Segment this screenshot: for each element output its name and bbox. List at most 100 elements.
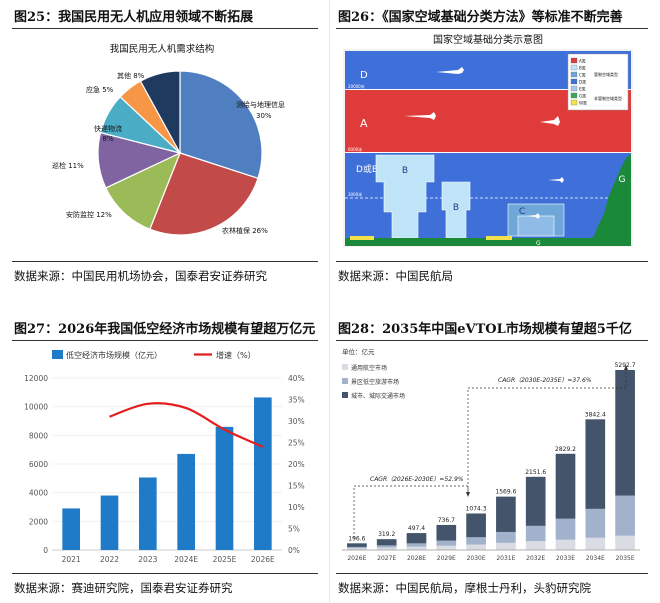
x-tick-label-2: 2023 [138,555,157,564]
legend-label-4: E类 [579,86,586,92]
cagr-1-bracket [353,485,469,538]
w-zone-2 [486,236,512,240]
x-tick-label-0: 2021 [62,555,81,564]
legend-bar-label: 低空经济市场规模（亿元） [66,350,162,360]
evtol-bars: 196.6 319.2 497.4 736.7 1074.3 1569.6 2151.6 28… [347,362,636,550]
y-tick-label-4: 8000 [29,431,48,440]
w-zone-1 [350,236,374,240]
legend-swatch-urban-transport [342,392,348,398]
evtol-bar-2034E-0 [585,537,606,550]
evtol-axis: 2026E 2027E 2028E 2029E 2030E 2031E 2032E 2033E… [342,549,640,562]
figure25-source: 数据来源：中国民用机场协会，国泰君安证券研究 [14,269,267,283]
legend-swatch-tourism [342,378,348,384]
pie-slice-label-6: 其他 8% [117,71,145,80]
pie-slice-label-1: 农林植保 26% [222,226,268,235]
evtol-bar-2027E-1 [376,545,397,548]
airspace-g-terrain [586,154,631,246]
evtol-x-label-6: 2032E [526,555,545,562]
pie-slice-value-0: 30% [256,112,272,120]
evtol-total-2030E: 1074.3 [466,505,487,512]
y-tick-label-6: 12000 [24,374,48,383]
figure27-title: 图27：2026年我国低空经济市场规模有望超万亿元 [14,322,316,337]
legend-label-1: B类 [579,65,586,71]
airspace-diagram-title: 国家空域基础分类示意图 [433,33,543,46]
market-size-chart: 0 2000 4000 6000 8000 10000 12000 0% 5% 10% 15% 20%… [24,350,305,564]
evtol-bar-2032E-0 [525,541,546,550]
y2-tick-label-5: 25% [288,439,305,448]
pie-slice-2 [105,151,182,231]
evtol-total-2033E: 2829.2 [555,446,576,453]
figure28-bottom-rule [336,573,648,574]
x-tick-label-5: 2026E [251,555,275,564]
evtol-bar-2028E-2 [406,533,427,544]
figure25-title: 图25：我国民用无人机应用领域不断拓展 [14,10,254,25]
legend-bar-swatch [52,350,63,359]
legend-label-urban-transport: 城市、城际交通市场 [351,392,405,400]
airliner-icon [436,67,464,74]
evtol-x-label-2: 2028E [407,555,426,562]
cagr-1-arrowhead [466,492,470,497]
figure26-title: 图26：《国家空域基础分类方法》等标准不断完善 [338,10,623,25]
legend-swatch-1 [570,64,578,71]
legend-group-uncontrolled: 非管制空域类型 [594,95,622,101]
pie-slice-label-5: 应急 5% [86,85,114,94]
height-label-3000: 3000米 [348,191,362,197]
evtol-bar-2030E-2 [466,513,486,538]
evtol-total-2026E: 196.6 [348,535,365,542]
bar-2026E [254,397,272,550]
market-size-bars: 2021 2022 2023 2024E 2025E 2026E [62,397,275,564]
legend-swatch-2 [570,71,578,78]
evtol-bar-2028E-0 [406,546,427,550]
airspace-b-large-label: B [402,166,408,176]
evtol-bar-2035E-0 [615,535,635,550]
figure25-top-rule [12,28,318,29]
cagr-2-bracket [467,366,627,492]
bar-2022 [100,495,119,550]
y2-tick-label-4: 20% [288,460,305,469]
y-tick-label-2: 4000 [29,489,48,498]
evtol-x-label-1: 2027E [377,555,396,562]
evtol-bar-2029E-0 [436,545,457,550]
bar-2023 [139,477,157,550]
airspace-b-small-label: B [453,203,459,213]
evtol-bar-2032E-1 [525,525,546,542]
evtol-bar-2026E-1 [347,546,367,549]
growth-rate-line [109,402,264,448]
bar-2025E [215,426,234,550]
evtol-bar-2030E-0 [466,544,486,550]
legend-label-tourism: 景区低空旅游市场 [351,378,399,386]
figure28-top-rule [336,340,648,341]
airspace-c-inner [517,215,555,237]
evtol-legend: 通用航空市场 景区低空旅游市场 城市、城际交通市场 [342,364,405,400]
y-tick-label-1: 2000 [29,517,48,526]
y-tick-label-3: 6000 [29,460,48,469]
evtol-total-2034E: 3842.4 [585,411,606,418]
y2-tick-label-6: 30% [288,417,305,426]
y2-tick-label-8: 40% [288,374,305,383]
evtol-bar-2031E-2 [496,496,516,532]
legend-label-0: A类 [579,58,586,64]
evtol-market-chart: 单位：亿元 通用航空市场 景区低空旅游市场 城市、城际交通市场 196.6 319… [342,347,640,562]
evtol-bar-2035E-1 [615,495,635,536]
evtol-bar-2031E-1 [496,531,516,543]
legend-label-general-aviation: 通用航空市场 [351,364,387,372]
y-tick-label-5: 10000 [24,403,48,412]
evtol-bar-2033E-1 [555,518,576,540]
legend-label-3: D类 [579,79,586,85]
pie-slice-label-0: 测绘与地理信息 [236,100,285,109]
legend-label-5: G类 [579,93,586,99]
evtol-bar-2034E-2 [585,419,606,509]
height-label-20000: 20000米 [348,83,365,89]
market-size-legend: 低空经济市场规模（亿元） 增速（%） [52,350,256,360]
y2-tick-label-2: 10% [288,503,305,512]
helicopter-icon [526,213,540,219]
small-plane-icon [548,177,564,183]
evtol-bar-2028E-1 [406,543,427,547]
evtol-bar-2033E-0 [555,539,576,550]
legend-box [567,53,629,111]
evtol-bar-2033E-2 [555,453,576,519]
figure27-source: 数据来源：赛迪研究院，国泰君安证券研究 [14,581,233,595]
pie-chart-title: 我国民用无人机需求结构 [110,43,215,55]
y2-tick-label-3: 15% [288,482,305,491]
